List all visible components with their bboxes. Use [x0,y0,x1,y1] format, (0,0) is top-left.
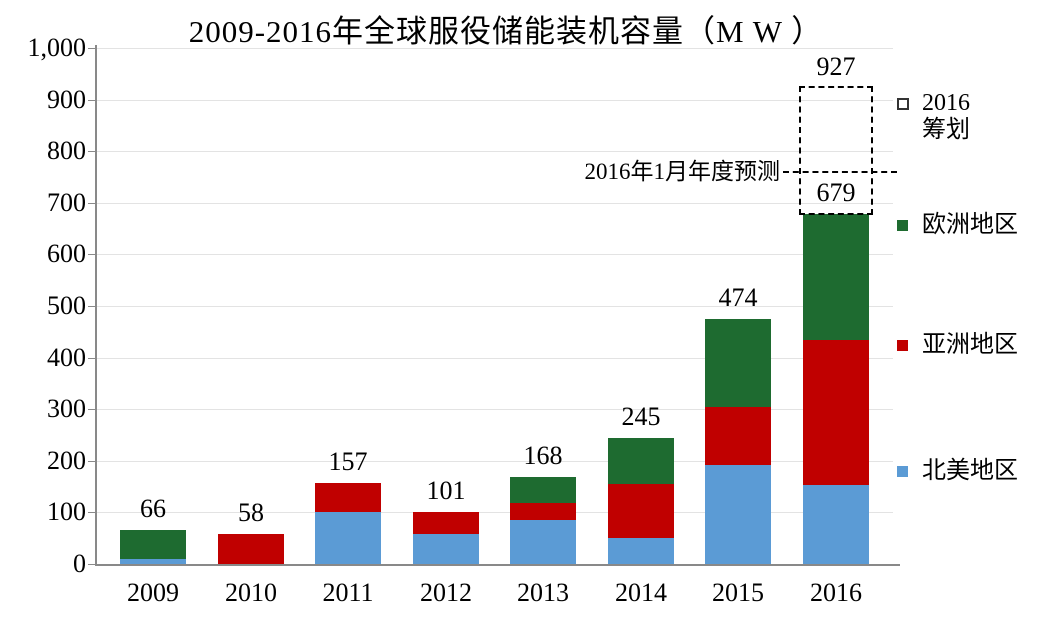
bar-total-label: 679 [816,178,856,207]
bar-total-label: 58 [238,498,264,527]
y-tick-label: 0 [73,549,86,578]
bar-segment-欧洲地区 [120,530,186,559]
grid-line [97,306,893,307]
bar-segment-欧洲地区 [608,438,674,484]
color-swatch-icon [897,466,908,477]
y-axis-tick [88,254,95,255]
y-tick-label: 500 [47,291,86,320]
grid-line [97,100,893,101]
bar-segment-北美地区 [608,538,674,564]
y-tick-label: 100 [47,497,86,526]
y-axis-tick [88,48,95,49]
bar-segment-亚洲地区 [608,484,674,538]
bar-total-label: 168 [523,441,563,470]
legend-label: 北美地区 [922,458,1018,484]
grid-line [97,512,893,513]
x-tick-label: 2009 [127,578,179,607]
bar-segment-北美地区 [315,512,381,564]
grid-line [97,151,893,152]
x-tick-label: 2015 [712,578,764,607]
grid-line [97,358,893,359]
y-axis-tick [88,100,95,101]
y-axis-tick [88,409,95,410]
y-tick-label: 600 [47,239,86,268]
x-tick-label: 2012 [420,578,472,607]
y-axis [95,45,97,566]
y-tick-label: 400 [47,343,86,372]
legend: 2016 筹划欧洲地区亚洲地区北美地区 [890,0,1064,618]
planned-total-label: 927 [816,52,856,81]
bar-segment-北美地区 [803,485,869,564]
bar-segment-欧洲地区 [705,319,771,407]
bar-segment-北美地区 [413,534,479,564]
grid-line [97,48,893,49]
bar-segment-欧洲地区 [803,214,869,340]
chart-title: 2009-2016年全球服役储能装机容量（M W ） [188,14,824,49]
dashed-swatch-icon [897,98,909,110]
grid-line [97,203,893,204]
y-axis-tick [88,512,95,513]
y-axis-tick [88,564,95,565]
planned-capacity-box [799,86,873,215]
bar-segment-亚洲地区 [315,483,381,512]
y-axis-tick [88,151,95,152]
bar-total-label: 474 [718,283,758,312]
bar-total-label: 157 [328,447,368,476]
x-tick-label: 2010 [225,578,277,607]
y-tick-label: 200 [47,446,86,475]
bar-segment-亚洲地区 [510,503,576,520]
y-tick-label: 900 [47,85,86,114]
bar-segment-北美地区 [705,465,771,564]
x-tick-label: 2014 [615,578,667,607]
bar-segment-欧洲地区 [510,477,576,503]
legend-label: 亚洲地区 [922,332,1018,358]
y-axis-tick [88,461,95,462]
bar-total-label: 245 [621,402,661,431]
bar-segment-北美地区 [120,559,186,564]
forecast-annotation-line [783,171,897,173]
forecast-annotation-label: 2016年1月年度预测 [584,159,781,184]
grid-line [97,461,893,462]
x-tick-label: 2013 [517,578,569,607]
legend-label: 欧洲地区 [922,212,1018,238]
bar-segment-亚洲地区 [218,534,284,564]
grid-line [97,409,893,410]
y-axis-tick [88,203,95,204]
x-tick-label: 2016 [810,578,862,607]
y-tick-label: 1,000 [27,33,87,62]
y-tick-label: 300 [47,394,86,423]
y-tick-label: 700 [47,188,86,217]
bar-segment-亚洲地区 [803,340,869,485]
grid-line [97,254,893,255]
bar-total-label: 66 [140,494,166,523]
bar-segment-亚洲地区 [705,407,771,465]
bar-segment-亚洲地区 [413,512,479,534]
bar-segment-北美地区 [510,520,576,564]
x-axis [95,564,900,566]
y-tick-label: 800 [47,136,86,165]
color-swatch-icon [897,340,908,351]
bar-total-label: 101 [426,476,466,505]
x-tick-label: 2011 [322,578,374,607]
color-swatch-icon [897,220,908,231]
legend-label: 2016 筹划 [922,90,970,143]
y-axis-tick [88,358,95,359]
y-axis-tick [88,306,95,307]
